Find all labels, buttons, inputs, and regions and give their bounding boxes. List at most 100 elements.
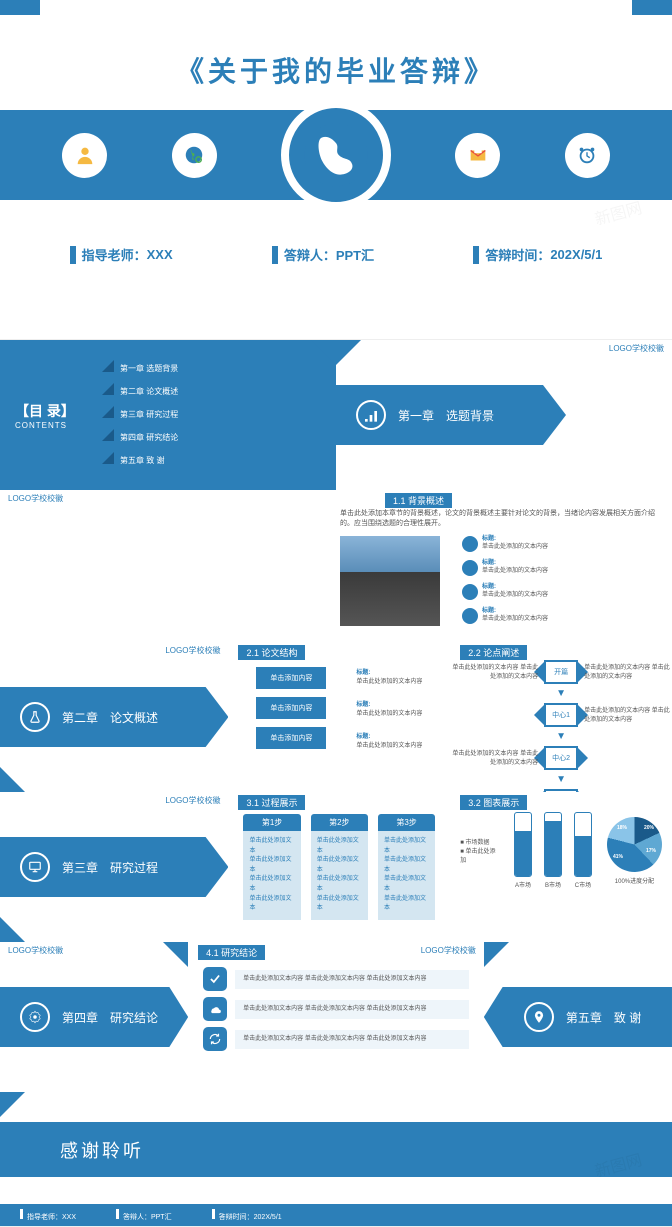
footer-item: 指导老师：XXX xyxy=(20,1209,76,1222)
advisor-info: 指导老师：XXX xyxy=(70,245,173,264)
pie-caption: 100%进度分配 xyxy=(607,876,662,885)
triangle-decoration xyxy=(484,942,509,967)
bar xyxy=(544,812,562,877)
flow-node: 中心1 xyxy=(544,703,578,727)
chapter3-banner-slide: LOGO学校校徽 第三章 研究过程 xyxy=(0,792,228,942)
contents-slide: 【目 录】 CONTENTS 第一章 选题背景 第二章 论文概述 第三章 研究过… xyxy=(0,340,336,490)
chapter2-banner-slide: LOGO学校校徽 第二章 论文概述 xyxy=(0,642,228,792)
logo-tag: LOGO学校校徽 xyxy=(165,795,220,806)
triangle-decoration xyxy=(0,767,25,792)
triangle-decoration xyxy=(0,1092,25,1117)
contents-subtitle: CONTENTS xyxy=(15,421,75,430)
section-1-1: LOGO学校校徽 1.1 背景概述 单击此处添加本章节的背景概述，论文的背景概述… xyxy=(0,490,672,642)
gear-icon xyxy=(20,1002,50,1032)
conclusion-list: 单击此处添加文本内容 单击此处添加文本内容 单击此处添加文本内容 单击此处添加文… xyxy=(188,942,484,1067)
logo-tag: LOGO学校校徽 xyxy=(421,945,476,956)
corner-decoration xyxy=(0,0,40,15)
struct-box: 单击添加内容 xyxy=(256,727,326,749)
arrow-icon: ▼ xyxy=(556,774,566,785)
globe-main-icon xyxy=(281,100,391,210)
chapter-banner: 第四章 研究结论 xyxy=(0,987,188,1047)
list-icon xyxy=(462,584,478,600)
logo-tag: LOGO学校校徽 xyxy=(8,493,63,504)
main-title: 《关于我的毕业答辩》 xyxy=(0,50,672,90)
section-title: 2.1 论文结构 xyxy=(238,645,305,660)
clock-icon xyxy=(565,133,610,178)
section-title: 3.2 图表展示 xyxy=(460,795,527,810)
triangle-decoration xyxy=(163,942,188,967)
location-icon xyxy=(524,1002,554,1032)
chapter-banner: 第五章 致 谢 xyxy=(484,987,672,1047)
legend-item: ■ 单击此处添加 xyxy=(460,846,499,864)
flow-node: 开篇 xyxy=(544,660,578,684)
footer-item: 答辩时间：202X/5/1 xyxy=(212,1209,282,1222)
triangle-decoration xyxy=(336,340,361,365)
struct-box: 单击添加内容 xyxy=(256,667,326,689)
bar-chart: A市场 B市场 C市场 xyxy=(514,812,592,889)
section-3-1: 3.1 过程展示 第1步单击此处添加文本单击此处添加文本单击此处添加文本单击此处… xyxy=(228,792,450,942)
monitor-icon xyxy=(20,852,50,882)
cloud-icon xyxy=(203,997,227,1021)
earth-icon xyxy=(172,133,217,178)
mail-icon xyxy=(455,133,500,178)
icon-list: 标题:单击此处添加的文本内容 标题:单击此处添加的文本内容 标题:单击此处添加的… xyxy=(462,536,552,632)
bar xyxy=(574,812,592,877)
chapter-text: 第二章 论文概述 xyxy=(62,709,158,726)
bar xyxy=(514,812,532,877)
steps-container: 第1步单击此处添加文本单击此处添加文本单击此处添加文本单击此处添加文本 第2步单… xyxy=(228,792,450,930)
section-title: 1.1 背景概述 xyxy=(385,493,452,508)
logo-tag: LOGO学校校徽 xyxy=(609,343,664,354)
logo-tag: LOGO学校校徽 xyxy=(165,645,220,656)
list-icon xyxy=(462,560,478,576)
toc-item: 第四章 研究结论 xyxy=(110,429,220,446)
thanks-band: 感谢聆听 xyxy=(0,1122,672,1177)
date-info: 答辩时间：202X/5/1 xyxy=(473,245,602,264)
triangle-decoration xyxy=(0,917,25,942)
chapter-text: 第一章 选题背景 xyxy=(398,407,494,424)
step-card: 第1步单击此处添加文本单击此处添加文本单击此处添加文本单击此处添加文本 xyxy=(243,814,300,920)
flow-node: 中心2 xyxy=(544,746,578,770)
section-title: 3.1 过程展示 xyxy=(238,795,305,810)
person-icon xyxy=(62,133,107,178)
info-row: 指导老师：XXX 答辩人：PPT汇 答辩时间：202X/5/1 xyxy=(0,245,672,264)
toc-list: 第一章 选题背景 第二章 论文概述 第三章 研究过程 第四章 研究结论 第五章 … xyxy=(110,360,220,475)
flask-icon xyxy=(20,702,50,732)
contents-title: 【目 录】 xyxy=(15,401,75,421)
section-3-2: 3.2 图表展示 ■ 市场数据 ■ 单击此处添加 A市场 B市场 C市场 18%… xyxy=(450,792,672,942)
toc-item: 第一章 选题背景 xyxy=(110,360,220,377)
section-title: 2.2 论点阐述 xyxy=(460,645,527,660)
list-icon xyxy=(462,536,478,552)
section-4-1: 4.1 研究结论 LOGO学校校徽 单击此处添加文本内容 单击此处添加文本内容 … xyxy=(188,942,484,1092)
triangle-decoration xyxy=(311,340,336,365)
chapter-text: 第五章 致 谢 xyxy=(566,1009,641,1026)
thanks-footer: 指导老师：XXX 答辩人：PPT汇 答辩时间：202X/5/1 xyxy=(0,1204,672,1226)
chapter-banner: 第三章 研究过程 xyxy=(0,837,228,897)
chapter-text: 第四章 研究结论 xyxy=(62,1009,158,1026)
step-card: 第3步单击此处添加文本单击此处添加文本单击此处添加文本单击此处添加文本 xyxy=(378,814,435,920)
toc-item: 第五章 致 谢 xyxy=(110,452,220,469)
step-card: 第2步单击此处添加文本单击此处添加文本单击此处添加文本单击此处添加文本 xyxy=(311,814,368,920)
icon-band xyxy=(0,110,672,200)
chapter4-banner-slide: LOGO学校校徽 第四章 研究结论 xyxy=(0,942,188,1092)
corner-decoration xyxy=(632,0,672,15)
section-title: 4.1 研究结论 xyxy=(198,945,265,960)
pie-chart: 18% 20% 41% 17% xyxy=(607,817,662,872)
chapter-banner: 第一章 选题背景 xyxy=(336,385,566,445)
legend-item: ■ 市场数据 xyxy=(460,837,499,846)
title-slide: 《关于我的毕业答辩》 指导老师：XXX 答辩人：PPT汇 答辩时间：202X/5… xyxy=(0,0,672,340)
chapter5-banner-slide: 第五章 致 谢 xyxy=(484,942,672,1092)
arrow-icon: ▼ xyxy=(556,731,566,742)
section-2-2: 2.2 论点阐述 开篇单击此处添加的文本内容 单击此处添加的文本内容单击此处添加… xyxy=(450,642,672,792)
section-desc: 单击此处添加本章节的背景概述，论文的背景概述主要针对论文的背景，当绪论内容发展相… xyxy=(340,508,657,528)
chapter-banner: 第二章 论文概述 xyxy=(0,687,228,747)
thanks-slide: 感谢聆听 指导老师：XXX 答辩人：PPT汇 答辩时间：202X/5/1 新图网 xyxy=(0,1092,672,1227)
toc-item: 第三章 研究过程 xyxy=(110,406,220,423)
struct-label: 标题:单击此处添加的文本内容 xyxy=(356,731,422,749)
chapter-text: 第三章 研究过程 xyxy=(62,859,158,876)
struct-box: 单击添加内容 xyxy=(256,697,326,719)
struct-label: 标题:单击此处添加的文本内容 xyxy=(356,667,422,685)
struct-label: 标题:单击此处添加的文本内容 xyxy=(356,699,422,717)
toc-item: 第二章 论文概述 xyxy=(110,383,220,400)
check-icon xyxy=(203,967,227,991)
arrow-icon: ▼ xyxy=(556,688,566,699)
